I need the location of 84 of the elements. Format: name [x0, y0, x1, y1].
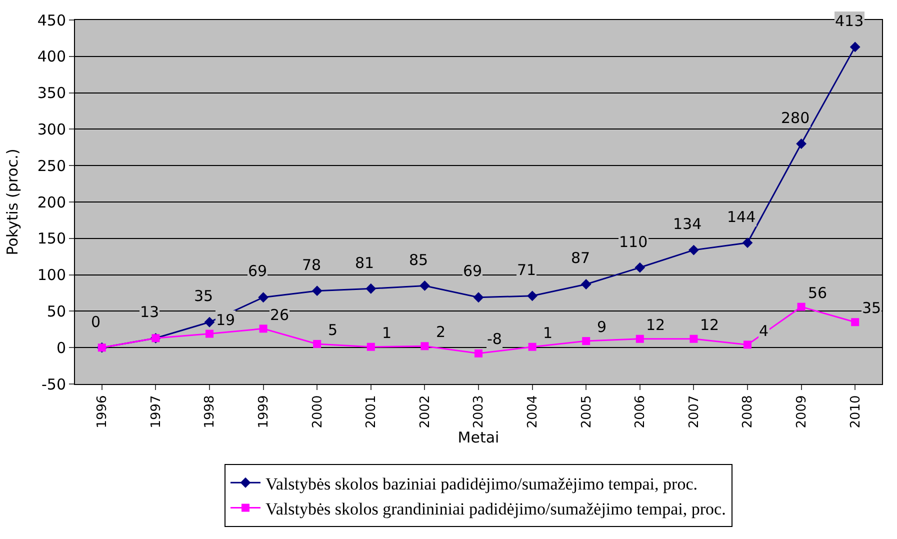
y-tick-label: 350 — [37, 84, 66, 102]
data-label: 413 — [835, 12, 864, 30]
y-tick-label: 0 — [56, 338, 66, 357]
y-tick-label: 200 — [37, 193, 66, 212]
x-tick-label: 2006 — [633, 395, 648, 428]
point — [796, 138, 806, 149]
data-label: 0 — [91, 313, 101, 331]
x-tick-label: 2009 — [794, 395, 810, 428]
y-tick-label: 450 — [37, 11, 66, 30]
point — [582, 337, 590, 346]
y-tick-label: 150 — [37, 230, 66, 248]
point — [259, 324, 268, 333]
data-label: 85 — [409, 251, 428, 269]
x-tick-label: 2001 — [364, 395, 380, 428]
x-tick-label: 2002 — [418, 395, 433, 428]
point — [206, 330, 214, 338]
data-label: 144 — [727, 208, 756, 226]
point — [473, 292, 484, 303]
point — [258, 292, 268, 303]
data-label: 56 — [808, 284, 828, 302]
data-label: -8 — [487, 330, 502, 348]
x-tick-label: 2008 — [740, 395, 756, 428]
data-label: 69 — [463, 262, 482, 280]
x-tick-label: 1999 — [256, 395, 272, 428]
data-label: 13 — [140, 303, 160, 321]
x-tick-label: 2003 — [472, 395, 487, 428]
data-label: 35 — [862, 299, 882, 317]
data-label: 26 — [270, 306, 290, 324]
point — [690, 334, 698, 343]
data-label: 12 — [700, 316, 720, 334]
point — [634, 262, 646, 273]
x-tick-label: 1996 — [95, 395, 110, 428]
x-tick-label: 2005 — [579, 395, 594, 428]
y-tick-label: 50 — [46, 302, 66, 320]
point — [313, 340, 322, 348]
data-label: 4 — [759, 322, 769, 340]
point — [636, 334, 644, 343]
y-tick-label: 400 — [37, 48, 66, 66]
point — [366, 283, 376, 294]
point — [688, 244, 699, 256]
point — [851, 318, 860, 326]
point — [580, 279, 592, 290]
y-tick-label: 300 — [37, 120, 66, 138]
y-tick-label: 100 — [37, 266, 66, 284]
data-label: 12 — [646, 316, 666, 334]
data-label: 87 — [571, 249, 590, 267]
data-label: 2 — [436, 323, 446, 341]
point — [528, 342, 536, 351]
x-tick-label: 2007 — [686, 395, 702, 428]
data-label: 19 — [216, 311, 236, 329]
data-label: 71 — [517, 261, 536, 279]
data-label: 9 — [597, 318, 607, 336]
x-tick-label: 2010 — [848, 395, 864, 428]
data-label: 69 — [248, 262, 268, 280]
data-label: 134 — [673, 215, 702, 233]
data-label: 78 — [302, 256, 322, 274]
x-tick-label: 1997 — [148, 395, 164, 428]
x-tick-label: 2004 — [526, 395, 541, 428]
point — [204, 316, 215, 328]
point — [742, 238, 753, 248]
point — [527, 290, 538, 302]
data-label: 81 — [355, 254, 374, 272]
y-axis-title: Pokytis (proc.) — [4, 148, 22, 256]
legend-label: Valstybės skolos baziniai padidėjimo/sumažėjimo tempai, proc. — [266, 474, 698, 494]
point — [474, 349, 482, 358]
data-label: 110 — [619, 233, 648, 251]
legend-label: Valstybės skolos grandininiai padidėjimo/sumažėjimo tempai, proc. — [266, 499, 726, 518]
point — [850, 42, 860, 52]
x-tick-label: 2000 — [310, 395, 326, 428]
data-label: 5 — [328, 321, 338, 339]
x-axis-title: Metai — [458, 428, 500, 446]
y-tick-label: 250 — [37, 156, 66, 175]
point — [420, 280, 430, 291]
point — [420, 342, 429, 350]
data-label: 280 — [781, 109, 810, 127]
y-tick-label: -50 — [42, 375, 66, 394]
x-tick-label: 1998 — [202, 395, 218, 428]
point — [312, 286, 322, 296]
point — [797, 302, 806, 311]
point — [744, 340, 752, 349]
data-label: 1 — [543, 324, 553, 342]
data-label: 35 — [194, 287, 214, 305]
point — [366, 342, 375, 351]
data-label: 1 — [382, 324, 392, 342]
